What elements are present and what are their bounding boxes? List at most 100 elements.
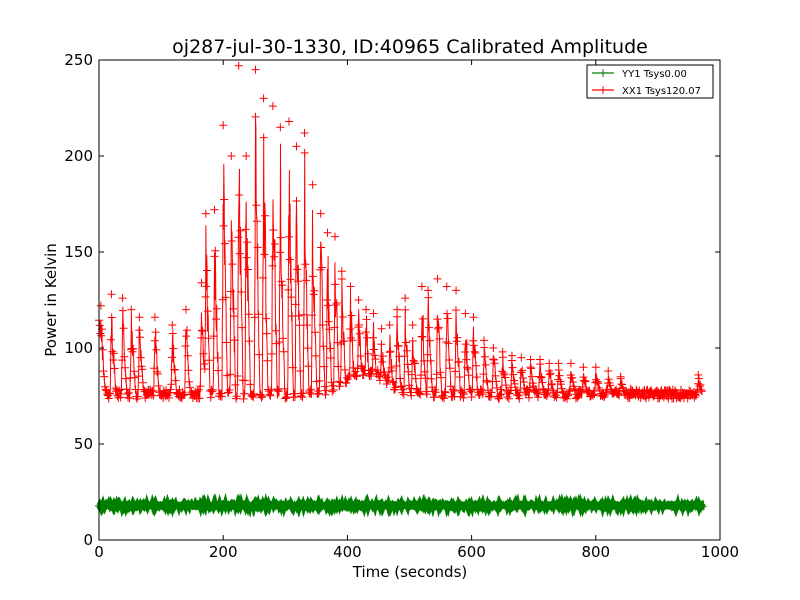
series-xx1-point <box>451 367 460 376</box>
series-xx1-point <box>108 347 117 356</box>
series-yy1-point <box>432 501 441 510</box>
series-xx1-point <box>222 338 231 347</box>
series-xx1-point <box>135 333 144 342</box>
series-xx1-point <box>231 380 240 389</box>
series-xx1-point <box>352 372 361 381</box>
series-xx1-point <box>340 365 349 374</box>
series-xx1-point <box>220 195 229 204</box>
series-xx1-point <box>150 336 159 345</box>
series-yy1-point <box>124 500 133 509</box>
y-axis-label: Power in Kelvin <box>42 243 60 357</box>
series-xx1-point <box>131 385 140 394</box>
x-tick-label: 600 <box>457 543 486 561</box>
series-xx1-point <box>244 310 253 319</box>
series-xx1-point <box>418 332 427 341</box>
series-xx1-point <box>304 362 313 371</box>
series-xx1-point <box>585 386 594 395</box>
series-yy1-point <box>553 500 562 509</box>
series-xx1-point <box>184 366 193 375</box>
series-yy1-point <box>186 500 195 509</box>
series-xx1-point <box>421 374 430 383</box>
series-xx1-point <box>692 388 701 397</box>
series-xx1-peak <box>469 313 478 322</box>
series-xx1-point <box>300 148 309 157</box>
series-xx1-point <box>294 311 303 320</box>
y-tick-label: 150 <box>64 243 93 261</box>
series-xx1-point <box>179 391 188 400</box>
series-xx1-point <box>254 310 263 319</box>
series-xx1-point <box>536 373 545 382</box>
series-xx1-point <box>277 277 286 286</box>
series-xx1-point <box>685 386 694 395</box>
series-xx1-point <box>281 394 290 403</box>
series-xx1-point <box>397 382 406 391</box>
series-xx1-point <box>367 367 376 376</box>
series-xx1-point <box>206 393 215 402</box>
series-yy1-point <box>288 502 297 511</box>
series-xx1-point <box>148 386 157 395</box>
chart-title: oj287-jul-30-1330, ID:40965 Calibrated A… <box>172 36 648 58</box>
series-xx1-peak <box>694 370 703 379</box>
series-yy1-point <box>525 501 534 510</box>
series-xx1-peak <box>354 296 363 304</box>
series-xx1-point <box>199 349 208 358</box>
series-xx1-peak <box>300 128 309 137</box>
series-xx1-point <box>375 376 384 385</box>
series-yy1-point <box>344 500 353 509</box>
series-xx1-point <box>338 313 347 321</box>
series-xx1-point <box>393 341 402 350</box>
series-xx1-point <box>119 324 128 333</box>
x-tick-label: 200 <box>209 543 238 561</box>
series-xx1-point <box>301 260 310 269</box>
series-yy1-point <box>448 501 457 510</box>
series-xx1-peak <box>135 313 144 322</box>
series-xx1-point <box>241 376 250 385</box>
series-yy1-point <box>547 502 556 511</box>
series-xx1-point <box>333 338 342 347</box>
series-xx1-point <box>317 263 326 272</box>
series-xx1-point <box>524 393 533 402</box>
series-xx1-point <box>483 378 492 387</box>
series-xx1-point <box>315 376 324 385</box>
series-xx1-point <box>275 337 284 346</box>
series-xx1-point <box>196 382 205 391</box>
series-yy1-point <box>216 502 225 511</box>
series-xx1-point <box>241 225 250 234</box>
series-xx1-point <box>286 275 295 284</box>
series-xx1-point <box>302 321 311 330</box>
series-xx1-point <box>369 333 378 342</box>
series-yy1-point <box>256 499 265 508</box>
series-xx1-point <box>573 393 582 402</box>
series-xx1-point <box>205 356 214 365</box>
series-xx1-point <box>230 336 239 345</box>
series-xx1-point <box>408 337 417 346</box>
series-xx1-point <box>299 310 308 319</box>
series-xx1-point <box>249 393 258 402</box>
series-xx1-point <box>320 362 329 371</box>
series-yy1-point <box>409 500 418 509</box>
series-xx1-point <box>533 388 542 397</box>
series-xx1-point <box>263 356 272 365</box>
series-xx1-point <box>375 372 384 381</box>
series-xx1-peak <box>276 123 285 132</box>
series-xx1-point <box>563 391 572 400</box>
series-xx1-peak <box>424 286 433 295</box>
series-xx1-point <box>472 361 481 370</box>
series-layer <box>95 61 707 519</box>
series-xx1 <box>95 61 706 403</box>
series-xx1-point <box>359 371 368 380</box>
series-xx1-point <box>290 392 299 401</box>
series-xx1-point <box>494 394 503 403</box>
series-yy1-point <box>249 501 258 510</box>
series-xx1-point <box>697 387 706 396</box>
series-xx1-peak <box>401 294 410 303</box>
series-xx1-point <box>332 298 341 307</box>
series-xx1-point <box>244 265 253 274</box>
series-yy1-point <box>236 501 245 510</box>
series-yy1-point <box>411 501 420 510</box>
series-xx1-point <box>170 365 179 374</box>
series-xx1-point <box>370 351 379 360</box>
series-xx1-point <box>198 326 207 335</box>
series-yy1-point <box>365 502 374 511</box>
series-yy1-point <box>307 500 316 509</box>
